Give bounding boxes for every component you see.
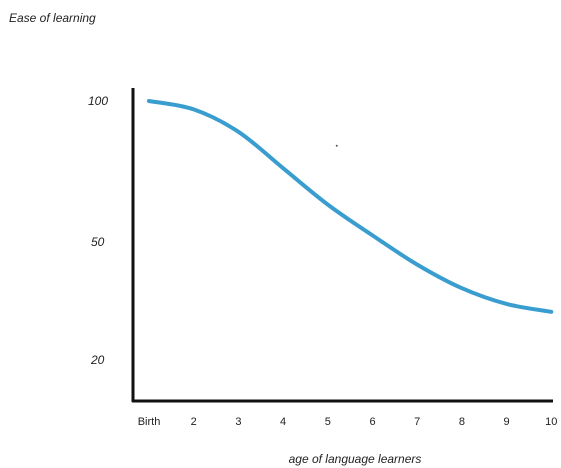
- x-tick-label: Birth: [138, 416, 161, 428]
- x-tick-label: 2: [191, 416, 197, 428]
- y-tick-label-100: 100: [88, 94, 108, 108]
- x-tick-label: 7: [414, 416, 420, 428]
- x-tick-label: 8: [459, 416, 465, 428]
- x-tick-label: 6: [369, 416, 375, 428]
- y-tick-labels: 100 50 20: [88, 94, 108, 367]
- x-tick-label: 10: [545, 416, 557, 428]
- x-tick-labels: Birth 2 3 4 5 6 7 8 9 10: [138, 416, 558, 428]
- x-tick-label: 9: [504, 416, 510, 428]
- x-axis-title: age of language learners: [289, 452, 422, 466]
- x-tick-label: 4: [280, 416, 286, 428]
- stray-dot: [335, 144, 338, 147]
- y-tick-label-50: 50: [91, 235, 105, 249]
- y-axis-title: Ease of learning: [9, 11, 96, 25]
- y-tick-label-20: 20: [90, 353, 105, 367]
- series-line-ease-of-learning: [147, 99, 554, 314]
- x-tick-label: 3: [235, 416, 241, 428]
- x-tick-label: 5: [325, 416, 331, 428]
